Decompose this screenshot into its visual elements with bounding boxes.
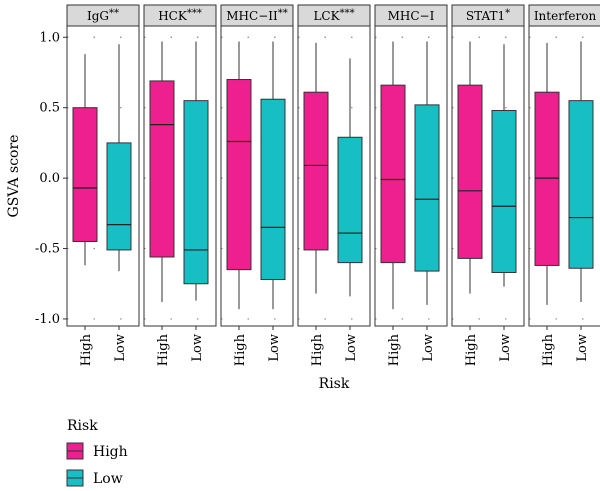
box-low xyxy=(106,44,132,272)
box-iqr xyxy=(380,84,406,264)
facet-border xyxy=(143,25,217,327)
box-low xyxy=(260,41,286,310)
facet-panel-5: MHC−I High Low xyxy=(374,4,448,366)
box-high xyxy=(226,41,252,310)
y-axis: 1.0 0.5 0.0 -0.5 -1.0 xyxy=(35,30,67,327)
y-axis-title: GSVA score xyxy=(6,135,22,218)
facet-panel-7: Interferon High Low xyxy=(528,4,600,366)
facet-panel-4: LCK*** High Low xyxy=(297,4,371,366)
box-iqr xyxy=(226,79,252,271)
x-tick-label: High xyxy=(79,333,94,366)
facet-strip-label: MHC−I xyxy=(388,9,435,23)
facet-border xyxy=(297,25,371,327)
x-tick-label: Low xyxy=(498,334,513,362)
facet-strip-label: STAT1* xyxy=(466,8,510,23)
y-tick-label: -0.5 xyxy=(35,242,60,257)
facet-strip-label: HCK*** xyxy=(158,8,202,23)
legend-label: High xyxy=(93,444,128,460)
box-high xyxy=(457,41,483,294)
x-tick-label: Low xyxy=(421,334,436,362)
y-tick-label: 0.5 xyxy=(39,101,60,116)
box-iqr xyxy=(260,98,286,281)
x-tick-label: High xyxy=(233,333,248,366)
facet-border xyxy=(451,25,525,327)
legend: Risk High Low xyxy=(66,418,128,487)
facet-border xyxy=(528,25,600,327)
x-tick-label: High xyxy=(464,333,479,366)
facet-panel-3: MHC−II** High Low xyxy=(220,4,294,366)
x-tick-label: Low xyxy=(190,334,205,362)
legend-title: Risk xyxy=(67,418,98,434)
x-tick-label: Low xyxy=(113,334,128,362)
y-tick-label: -1.0 xyxy=(35,312,60,327)
x-tick-label: Low xyxy=(344,334,359,362)
box-iqr xyxy=(337,136,363,264)
facet-border xyxy=(66,25,140,327)
x-tick-label: Low xyxy=(575,334,590,362)
legend-entry-high: High xyxy=(66,442,128,460)
box-low xyxy=(414,41,440,305)
facet-strip-label: IgG** xyxy=(87,8,119,23)
box-high xyxy=(72,54,98,266)
box-iqr xyxy=(183,100,209,285)
panels-layer: IgG** High Low HCK*** High Low MHC−II** High Low… xyxy=(66,4,600,366)
box-high xyxy=(149,41,175,303)
facet-panel-6: STAT1* High Low xyxy=(451,4,525,366)
x-tick-label: High xyxy=(156,333,171,366)
box-iqr xyxy=(414,104,440,272)
box-iqr xyxy=(491,110,517,273)
x-tick-label: High xyxy=(541,333,556,366)
facet-strip-label: MHC−II** xyxy=(226,8,287,23)
box-high xyxy=(534,42,560,305)
box-iqr xyxy=(457,84,483,259)
box-high xyxy=(303,42,329,294)
box-low xyxy=(491,44,517,287)
box-low xyxy=(337,58,363,297)
x-tick-label: Low xyxy=(267,334,282,362)
y-tick-label: 0.0 xyxy=(39,171,60,186)
box-iqr xyxy=(72,107,98,242)
legend-entry-low: Low xyxy=(66,469,123,487)
box-iqr xyxy=(568,100,594,269)
box-iqr xyxy=(106,142,132,251)
y-tick-label: 1.0 xyxy=(39,30,60,45)
box-high xyxy=(380,41,406,310)
box-low xyxy=(183,41,209,301)
facet-strip-label: LCK*** xyxy=(313,8,354,23)
facet-strip-label: Interferon xyxy=(534,9,597,23)
facet-border xyxy=(220,25,294,327)
box-iqr xyxy=(534,91,560,266)
legend-label: Low xyxy=(93,471,123,487)
x-tick-label: High xyxy=(310,333,325,366)
x-tick-label: High xyxy=(387,333,402,366)
box-low xyxy=(568,41,594,303)
box-iqr xyxy=(149,80,175,258)
facet-panel-2: HCK*** High Low xyxy=(143,4,217,366)
facet-border xyxy=(374,25,448,327)
box-iqr xyxy=(303,91,329,251)
x-axis-title: Risk xyxy=(319,376,350,392)
facet-panel-1: IgG** High Low xyxy=(66,4,140,366)
